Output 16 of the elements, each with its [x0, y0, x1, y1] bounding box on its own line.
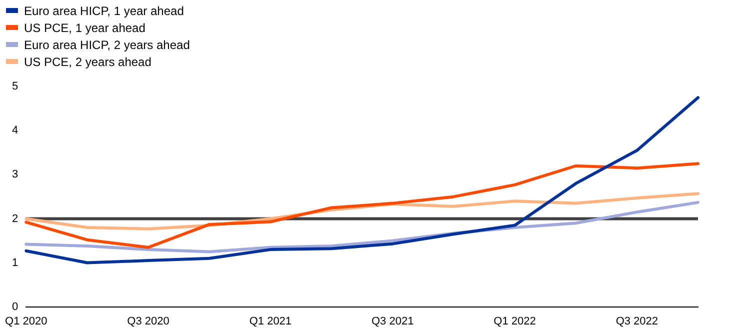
legend-label: Euro area HICP, 2 years ahead	[24, 38, 190, 52]
x-tick-label: Q1 2022	[494, 315, 536, 328]
y-tick-label: 5	[12, 80, 18, 93]
legend-label: Euro area HICP, 1 year ahead	[24, 4, 184, 18]
y-tick-label: 2	[12, 212, 18, 225]
x-tick-label: Q3 2022	[616, 315, 658, 328]
y-tick-label: 1	[12, 256, 18, 269]
x-tick-label: Q3 2021	[371, 315, 414, 328]
x-tick-label: Q3 2020	[127, 315, 170, 328]
x-tick-label: Q1 2021	[249, 315, 292, 328]
x-tick-label: Q1 2020	[5, 315, 48, 328]
legend-label: US PCE, 2 years ahead	[24, 54, 152, 68]
y-tick-label: 4	[12, 124, 18, 137]
legend-label: US PCE, 1 year ahead	[24, 20, 146, 34]
y-tick-label: 3	[12, 168, 18, 181]
y-tick-label: 0	[12, 300, 18, 313]
